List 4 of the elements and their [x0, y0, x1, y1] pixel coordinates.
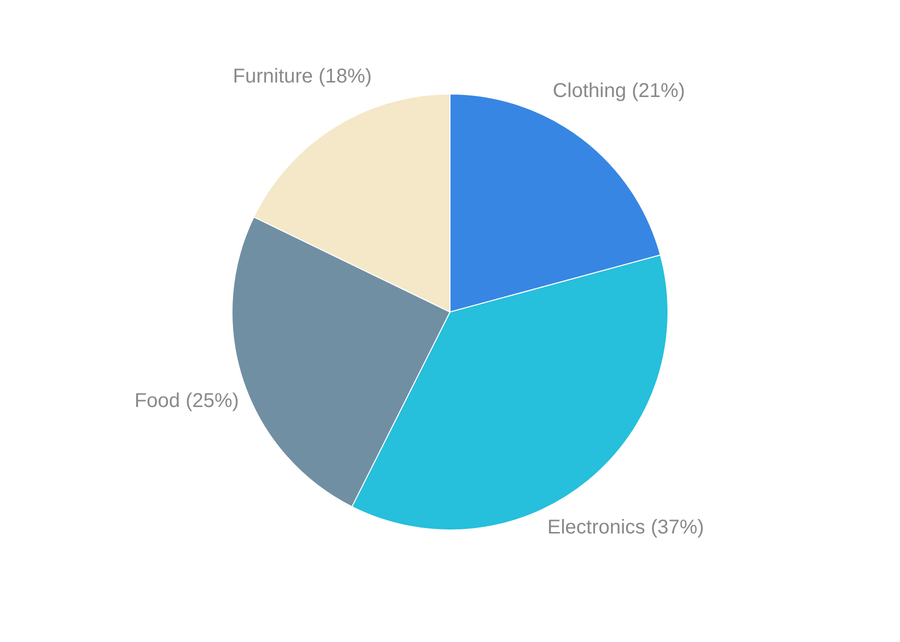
slice-label: Electronics (37%) [547, 516, 704, 538]
slice-label: Clothing (21%) [552, 80, 686, 102]
slice-label: Furniture (18%) [232, 65, 372, 88]
slice-label: Food (25%) [134, 390, 239, 412]
